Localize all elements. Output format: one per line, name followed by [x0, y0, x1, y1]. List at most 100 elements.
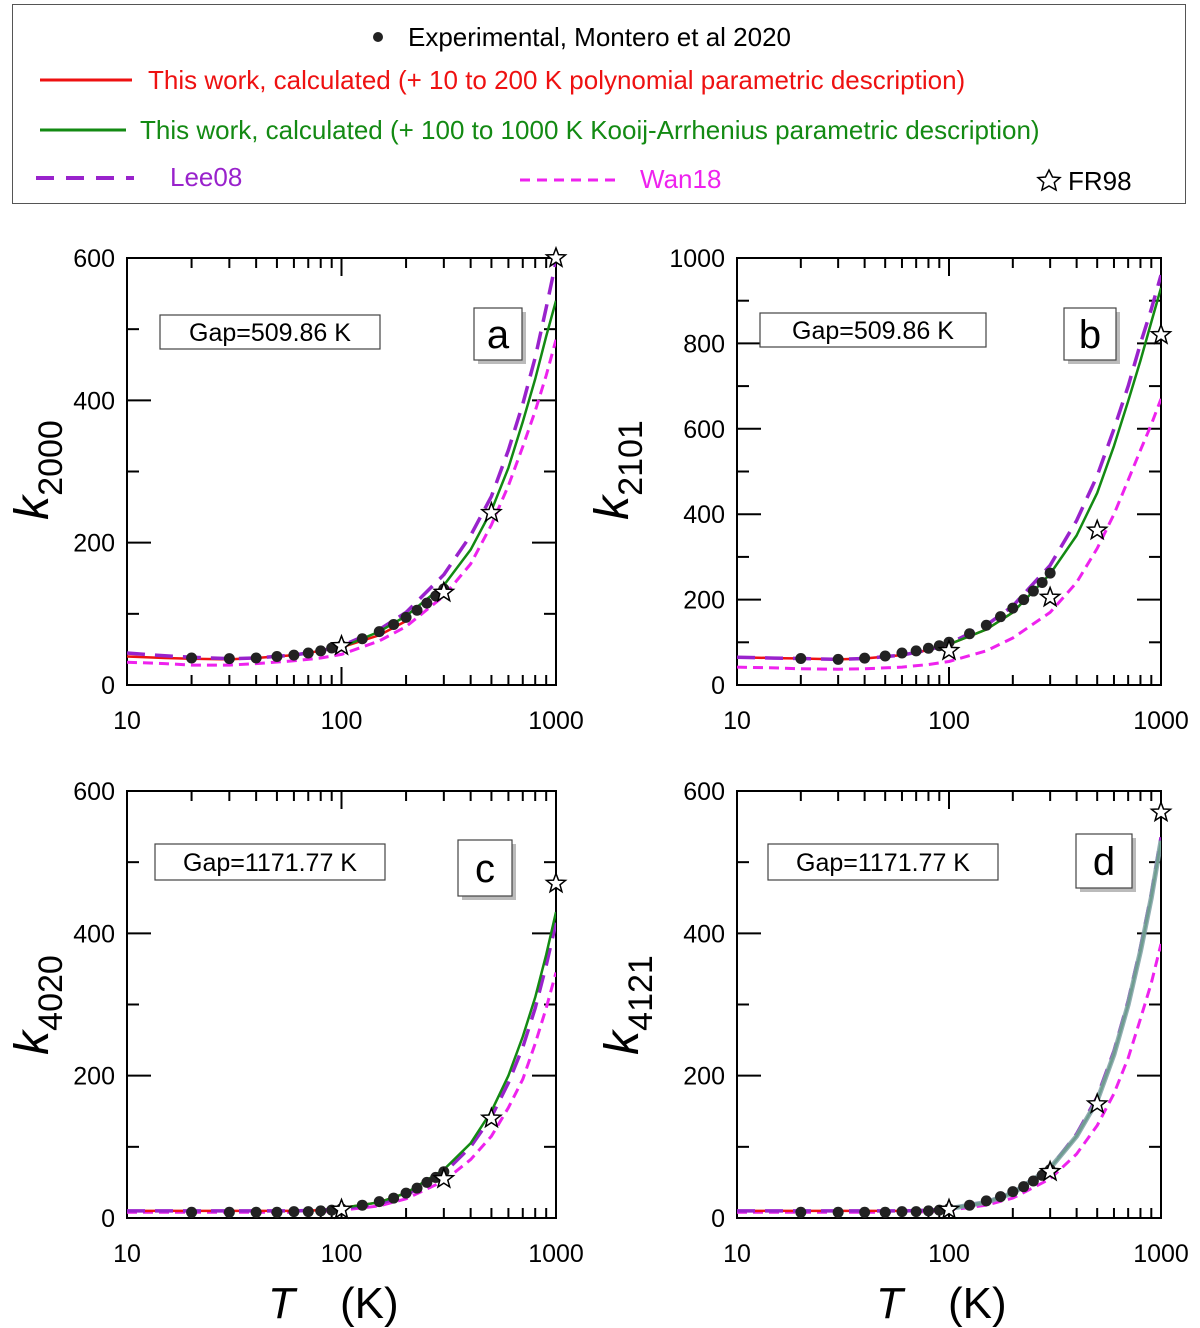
fr98-point-c [432, 1166, 456, 1189]
x-tick-label-b: 1000 [1133, 707, 1189, 735]
x-axis-title-unit: (K) [340, 1279, 399, 1328]
legend-fr98-star [1036, 168, 1062, 192]
y-axis-title-sub-d: 4121 [622, 955, 660, 1031]
y-axis-title-sub-b: 2101 [612, 420, 650, 496]
fr98-point-a [544, 245, 568, 268]
fr98-point-d [1038, 1159, 1062, 1182]
fr98-point-d [937, 1197, 961, 1220]
gap-label-d: Gap=1171.77 K [796, 849, 970, 877]
series-wan18-d [737, 943, 1161, 1214]
experimental-point-d [832, 1206, 844, 1218]
y-axis-title-main-b: k [586, 493, 639, 520]
y-tick-label-d: 400 [683, 920, 725, 948]
panel-letter-box-b [1063, 307, 1117, 361]
x-axis-title-t: T [268, 1279, 298, 1328]
experimental-point-b [1018, 594, 1030, 606]
y-tick-label-a: 600 [73, 245, 115, 273]
experimental-point-a [186, 652, 198, 664]
experimental-point-d [964, 1199, 976, 1211]
legend-kooij-label: This work, calculated (+ 100 to 1000 K K… [140, 115, 1040, 145]
gap-box-d [767, 843, 999, 881]
experimental-point-c [356, 1199, 368, 1211]
experimental-point-b [795, 653, 807, 665]
y-tick-label-d: 0 [711, 1205, 725, 1233]
experimental-point-c [288, 1206, 300, 1218]
experimental-point-d [1007, 1186, 1019, 1198]
x-tick-label-a: 100 [321, 707, 363, 735]
experimental-point-b [859, 652, 871, 664]
fr98-point-b [1149, 322, 1173, 345]
x-axis-title-left: T (K) [268, 1279, 399, 1328]
experimental-point-c [411, 1182, 423, 1194]
series-lee08-a [127, 261, 556, 661]
experimental-point-d [922, 1205, 934, 1217]
panel-c: 10 100 1000 0 200 400 600 k4020 Gap=1171.77 K c [6, 778, 584, 1268]
experimental-point-b [910, 645, 922, 657]
fr98-point-c [544, 871, 568, 894]
fr98-point-b [1038, 585, 1062, 608]
legend [12, 4, 1186, 204]
x-tick-label-d: 1000 [1133, 1240, 1189, 1268]
experimental-point-a [288, 649, 300, 661]
experimental-point-a [250, 652, 262, 664]
panel-letter-box-a [473, 307, 523, 361]
experimental-point-b [879, 650, 891, 662]
gap-box-c [154, 843, 386, 881]
y-tick-label-c: 600 [73, 778, 115, 806]
legend-fr98-label: FR98 [1068, 166, 1132, 196]
series-lee08-b [737, 274, 1161, 662]
legend-lee08-label: Lee08 [170, 162, 242, 192]
experimental-point-c [302, 1206, 314, 1218]
x-tick-label-b: 10 [723, 707, 751, 735]
experimental-point-c [421, 1176, 433, 1188]
experimental-point-b [1044, 567, 1056, 579]
experimental-point-b [980, 619, 992, 631]
experimental-point-a [223, 653, 235, 665]
legend-poly-label: This work, calculated (+ 10 to 200 K pol… [148, 65, 965, 95]
series-lee08-c [127, 922, 556, 1213]
panel-b: 10 100 1000 0 200 400 600 800 1000 k2101 Gap=509.8… [586, 245, 1189, 735]
x-tick-label-c: 10 [113, 1240, 141, 1268]
experimental-point-b [832, 653, 844, 665]
x-axis-title-right: T (K) [876, 1279, 1007, 1328]
series-kooij-c [341, 911, 556, 1210]
x-axis-title-unit-right: (K) [948, 1279, 1007, 1328]
y-tick-label-b: 0 [711, 672, 725, 700]
y-tick-label-c: 200 [73, 1063, 115, 1091]
y-tick-label-b: 1000 [669, 245, 725, 273]
x-tick-label-a: 10 [113, 707, 141, 735]
experimental-point-a [400, 611, 412, 623]
gap-label-c: Gap=1171.77 K [183, 849, 357, 877]
gap-box-a [159, 314, 381, 350]
panel-letter-c: c [475, 847, 495, 891]
experimental-point-a [356, 633, 368, 645]
experimental-point-d [1018, 1181, 1030, 1193]
experimental-point-a [271, 651, 283, 663]
y-tick-label-a: 400 [73, 387, 115, 415]
gap-label-a: Gap=509.86 K [189, 319, 351, 347]
y-axis-title-b: k2101 [586, 420, 650, 520]
experimental-point-c [250, 1206, 262, 1218]
experimental-point-c [388, 1192, 400, 1204]
experimental-point-b [922, 642, 934, 654]
experimental-point-c [400, 1187, 412, 1199]
experimental-point-d [859, 1206, 871, 1218]
y-tick-label-d: 200 [683, 1063, 725, 1091]
experimental-point-d [1027, 1175, 1039, 1187]
experimental-point-c [186, 1206, 198, 1218]
experimental-point-a [388, 619, 400, 631]
y-axis-title-sub-a: 2000 [32, 420, 70, 496]
experimental-point-c [223, 1206, 235, 1218]
panel-letter-box-c [457, 839, 513, 897]
panel-letter-box-d [1075, 833, 1133, 889]
series-wan18-c [127, 972, 556, 1214]
y-axis-title-main-c: k [6, 1028, 59, 1055]
experimental-point-a [315, 645, 327, 657]
experimental-point-d [795, 1206, 807, 1218]
fr98-point-c [329, 1197, 354, 1220]
fr98-point-d [1085, 1091, 1109, 1114]
experimental-point-b [964, 628, 976, 640]
experimental-point-b [896, 647, 908, 659]
